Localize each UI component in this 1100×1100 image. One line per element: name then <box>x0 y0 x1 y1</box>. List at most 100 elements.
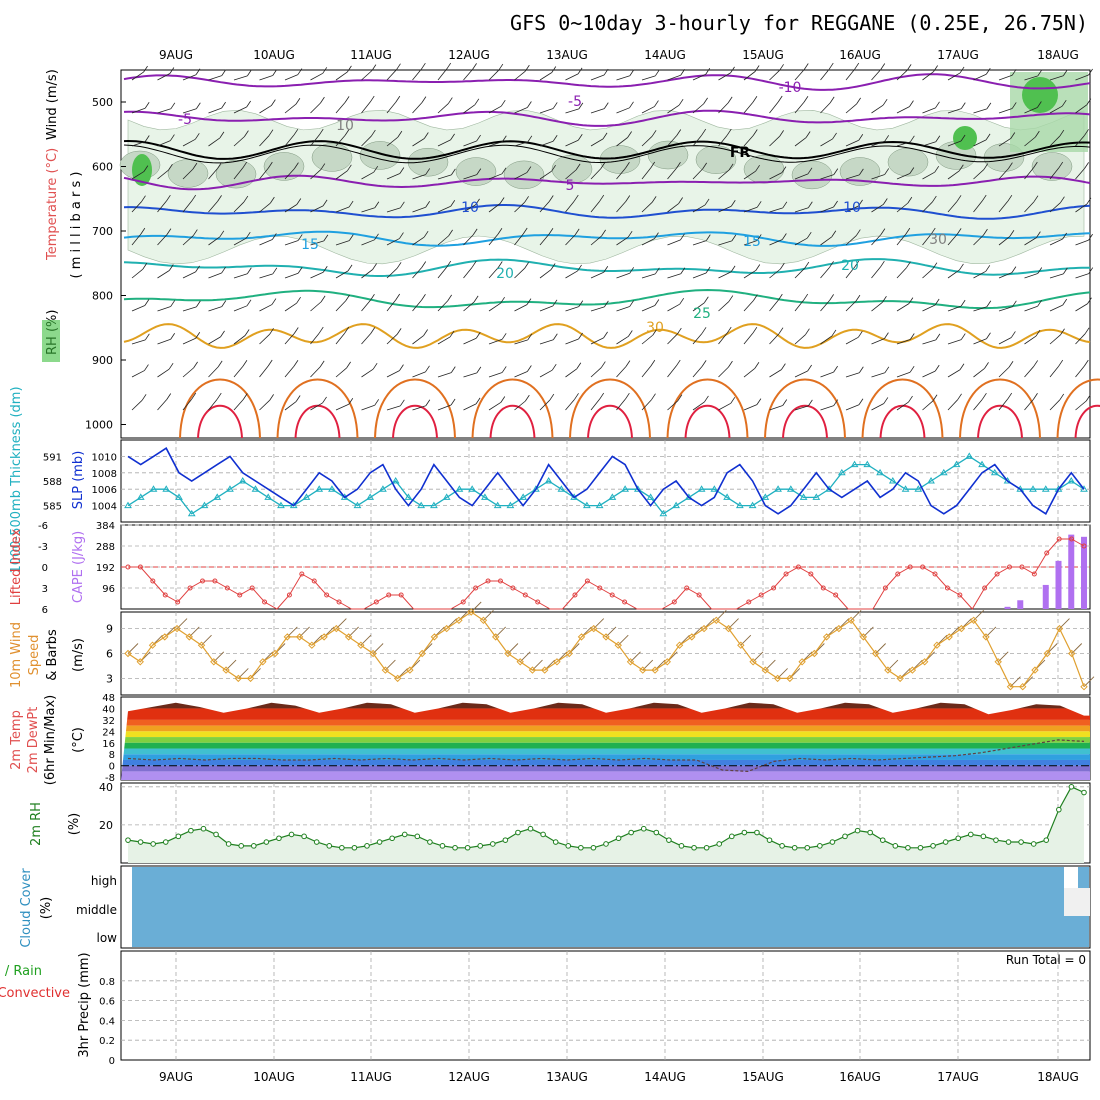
top-date-label: 12AUG <box>448 48 490 62</box>
bottom-date-label: 17AUG <box>937 1070 979 1084</box>
upper-wind-barb <box>488 302 501 312</box>
isotherm-35-arch <box>861 378 944 439</box>
upper-wind-barb <box>335 403 349 411</box>
rh-marker <box>263 839 270 845</box>
upper-wind-barb <box>157 108 171 114</box>
thickness-marker <box>965 452 974 459</box>
upper-wind-barb <box>182 398 193 411</box>
upper-wind-barb <box>157 73 171 81</box>
li-marker <box>671 599 677 605</box>
upper-wind-barb-flag <box>986 102 992 110</box>
upper-wind-barb <box>794 237 808 246</box>
thickness-marker <box>124 501 132 509</box>
upper-wind-barb-flag <box>320 163 326 170</box>
upper-wind-barb <box>794 101 805 114</box>
li-marker <box>833 592 839 598</box>
upper-wind-barb <box>820 174 834 180</box>
upper-wind-barb-flag <box>933 65 938 72</box>
upper-wind-barb <box>590 367 602 378</box>
rh-ytick-label: 40 <box>99 781 113 794</box>
li-marker <box>783 571 789 577</box>
wind-speed-marker <box>737 641 745 649</box>
upper-wind-barb-flag <box>856 97 861 105</box>
upper-wind-barb <box>539 233 550 246</box>
temp-band <box>121 731 1090 738</box>
upper-wind-barb <box>565 338 579 345</box>
upper-wind-barb-flag <box>192 162 198 170</box>
upper-wind-barb <box>947 305 962 312</box>
wind-speed-marker <box>700 624 708 633</box>
li-line <box>128 538 1085 610</box>
rh-marker <box>678 843 685 849</box>
upper-ytick-label: 600 <box>92 161 113 174</box>
upper-wind-barb <box>743 367 756 378</box>
upper-wind-barb-flag <box>446 260 452 268</box>
upper-wind-barb-flag <box>652 328 658 336</box>
top-date-label: 18AUG <box>1037 48 1079 62</box>
rh-marker <box>376 839 383 845</box>
upper-wind-barb <box>616 75 630 81</box>
upper-wind-barb-flag <box>625 392 630 400</box>
temp-ytick-label: 48 <box>102 693 115 704</box>
upper-wind-barb-flag <box>498 63 504 71</box>
upper-wind-barb-flag <box>855 229 861 236</box>
upper-wind-barb-flag <box>828 62 834 70</box>
upper-wind-barb <box>769 207 783 213</box>
upper-wind-barb <box>667 135 678 147</box>
upper-wind-barb-flag <box>680 233 685 241</box>
upper-wind-barb <box>1075 273 1089 279</box>
upper-wind-barb-flag <box>473 295 479 303</box>
upper-wind-barb <box>922 339 936 345</box>
upper-wind-barb-flag <box>246 100 251 108</box>
upper-wind-barb <box>565 234 576 246</box>
upper-wind-barb-flag <box>754 362 760 369</box>
upper-wind-barb <box>284 168 295 180</box>
wind-ylabel-2: Speed <box>27 635 42 676</box>
upper-wind-barb <box>769 136 780 147</box>
upper-wind-barb <box>565 368 578 378</box>
li-marker <box>944 585 950 591</box>
upper-wind-barb <box>590 306 605 312</box>
upper-wind-barb <box>284 272 299 279</box>
thickness-marker <box>876 468 884 476</box>
thickness-marker <box>353 501 362 509</box>
upper-wind-barb-flag <box>1058 161 1064 169</box>
temp-ylabel-2: 2m DewPt <box>26 707 41 774</box>
upper-wind-barb <box>463 69 473 81</box>
upper-wind-barb <box>259 239 273 246</box>
upper-wind-barb <box>361 171 374 180</box>
isotherm-25 <box>123 288 1091 310</box>
rh-marker <box>980 833 987 840</box>
rh-marker <box>137 839 144 845</box>
upper-wind-barb <box>692 204 706 213</box>
upper-wind-barb <box>718 134 728 147</box>
upper-wind-barb <box>131 400 143 411</box>
upper-wind-barb <box>1049 238 1063 246</box>
upper-ytick-label: 500 <box>92 96 113 109</box>
upper-wind-barb <box>1075 400 1087 411</box>
upper-wind-barb <box>998 200 1009 213</box>
upper-wind-barb <box>157 200 167 213</box>
upper-wind-barb-flag <box>451 168 456 176</box>
upper-wind-barb-flag <box>297 68 303 75</box>
rh-blob <box>407 147 449 177</box>
upper-wind-barb-flag <box>374 233 379 241</box>
upper-wind-barb-flag <box>574 393 579 400</box>
upper-wind-barb <box>743 71 756 81</box>
upper-wind-barb-flag <box>833 200 838 208</box>
upper-wind-barb-flag <box>144 299 150 306</box>
wind-speed-marker <box>602 633 610 641</box>
upper-wind-barb <box>973 338 987 345</box>
bottom-date-label: 10AUG <box>253 1070 295 1084</box>
upper-wind-barb <box>692 366 703 378</box>
li-marker <box>1081 543 1087 549</box>
upper-wind-barb <box>590 138 604 147</box>
rh-marker <box>892 843 899 849</box>
upper-wind-barb <box>820 102 831 114</box>
upper-wind-barb <box>820 267 830 279</box>
thick-ytick-label: 585 <box>43 502 62 513</box>
isotherm-20 <box>123 258 1090 277</box>
upper-wind-barb-flag <box>833 365 838 373</box>
upper-wind-barb-flag <box>1033 393 1038 400</box>
upper-wind-barb-flag <box>193 361 198 369</box>
